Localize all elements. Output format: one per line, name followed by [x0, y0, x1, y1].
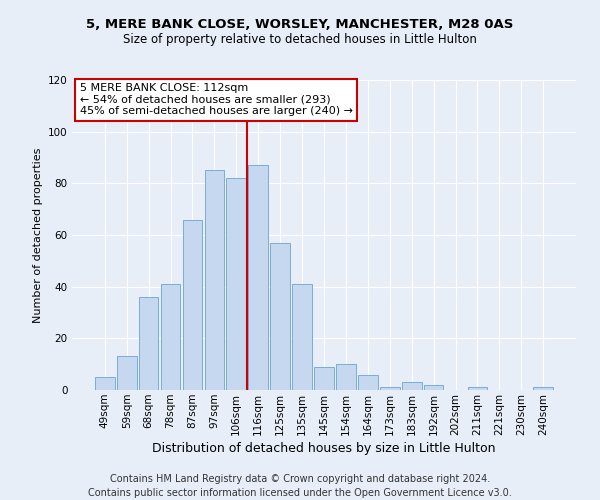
Y-axis label: Number of detached properties: Number of detached properties	[32, 148, 43, 322]
Bar	[205, 170, 224, 390]
Text: 5 MERE BANK CLOSE: 112sqm
← 54% of detached houses are smaller (293)
45% of semi: 5 MERE BANK CLOSE: 112sqm ← 54% of detac…	[80, 83, 353, 116]
Bar	[358, 374, 378, 390]
Text: 5, MERE BANK CLOSE, WORSLEY, MANCHESTER, M28 0AS: 5, MERE BANK CLOSE, WORSLEY, MANCHESTER,…	[86, 18, 514, 30]
Bar	[95, 377, 115, 390]
Bar	[139, 297, 158, 390]
Bar	[270, 243, 290, 390]
Bar	[336, 364, 356, 390]
Bar	[467, 388, 487, 390]
Bar	[292, 284, 312, 390]
Bar	[380, 388, 400, 390]
Bar	[402, 382, 422, 390]
Text: Size of property relative to detached houses in Little Hulton: Size of property relative to detached ho…	[123, 32, 477, 46]
X-axis label: Distribution of detached houses by size in Little Hulton: Distribution of detached houses by size …	[152, 442, 496, 455]
Bar	[248, 165, 268, 390]
Bar	[182, 220, 202, 390]
Bar	[533, 388, 553, 390]
Bar	[424, 385, 443, 390]
Bar	[161, 284, 181, 390]
Bar	[314, 367, 334, 390]
Bar	[117, 356, 137, 390]
Bar	[226, 178, 246, 390]
Text: Contains HM Land Registry data © Crown copyright and database right 2024.
Contai: Contains HM Land Registry data © Crown c…	[88, 474, 512, 498]
